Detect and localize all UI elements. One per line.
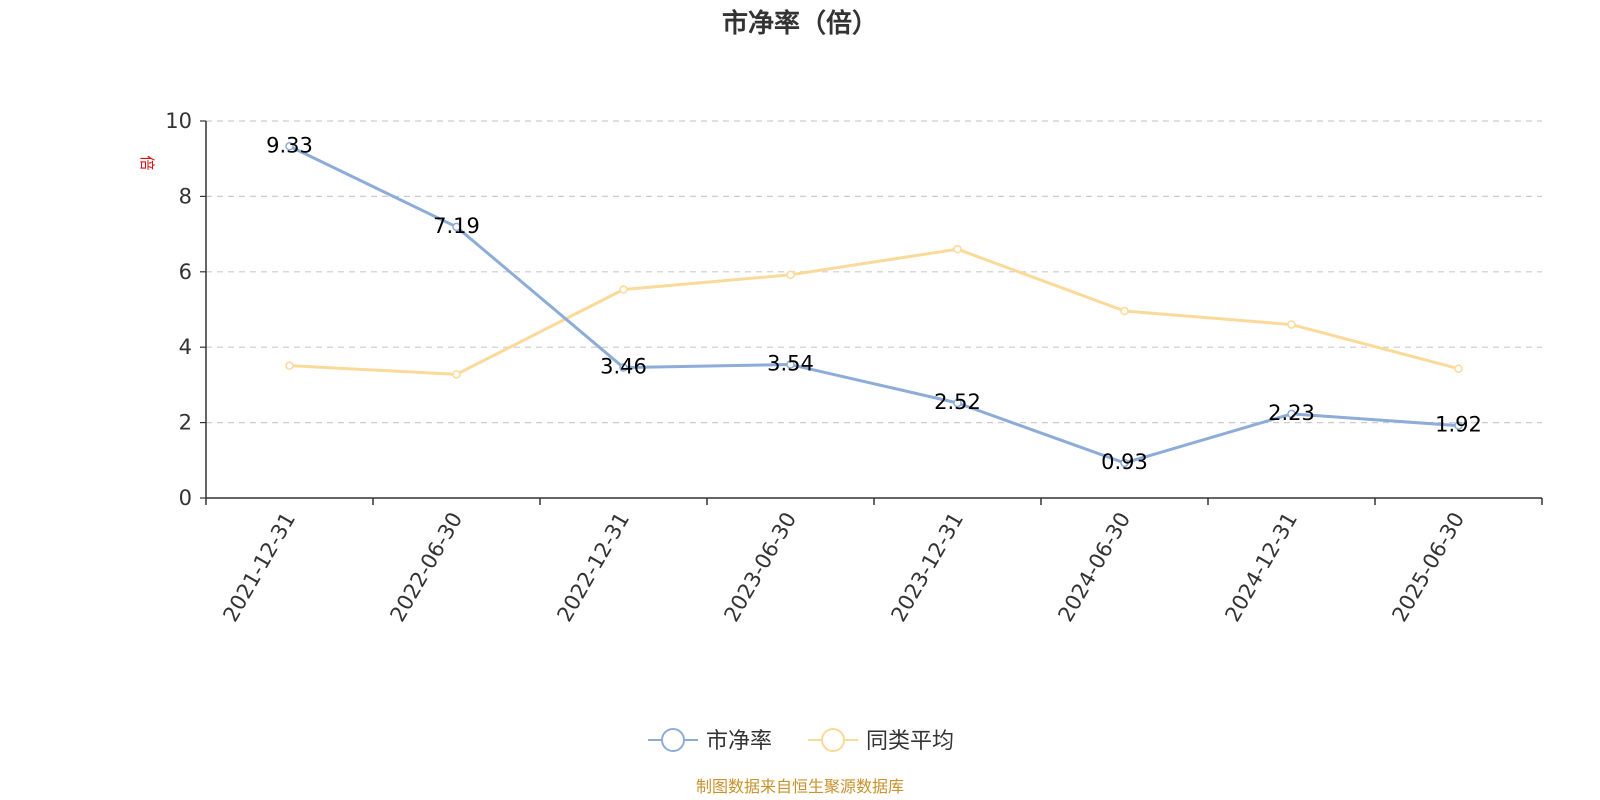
data-labels: 9.33 7.19 3.46 3.54 2.52 0.93 2.23 1.92 [266, 133, 1482, 474]
data-label: 3.46 [600, 355, 647, 379]
data-source-note: 制图数据来自恒生聚源数据库 [696, 777, 904, 796]
data-point [619, 363, 628, 372]
y-tick-label: 2 [179, 411, 192, 435]
data-point [953, 244, 962, 254]
data-point [1120, 458, 1129, 468]
x-tick-label: 2024-06-30 [1053, 508, 1135, 626]
data-point [786, 360, 795, 369]
x-tick-label: 2025-06-30 [1387, 508, 1469, 626]
x-tick-label: 2024-12-31 [1220, 508, 1302, 626]
y-tick-label: 6 [179, 260, 192, 284]
data-label: 0.93 [1101, 450, 1148, 474]
data-label: 2.23 [1268, 401, 1315, 425]
series-line-0 [288, 144, 1459, 465]
x-tick-label: 2022-06-30 [385, 508, 467, 626]
data-point [285, 361, 294, 370]
y-tick-label: 10 [165, 109, 192, 133]
x-tick-label: 2022-12-31 [552, 508, 634, 626]
series-lines [285, 142, 1463, 468]
y-axis-unit-label: 倍 [138, 155, 156, 170]
x-tick-label: 2023-12-31 [886, 508, 968, 626]
legend-label: 市净率 [706, 729, 772, 754]
data-point [619, 285, 628, 294]
legend-item-0[interactable]: 市净率 [648, 728, 772, 754]
y-tick-label: 8 [179, 184, 192, 208]
chart-title: 市净率（倍） [722, 8, 878, 39]
legend-marker-icon [661, 728, 685, 752]
data-point [285, 142, 294, 151]
data-point [1287, 320, 1296, 329]
data-point [1454, 364, 1463, 373]
legend-marker-icon [821, 728, 845, 752]
x-tick-label: 2021-12-31 [218, 508, 300, 626]
x-tick-label: 2023-06-30 [719, 508, 801, 626]
y-tick-label: 0 [179, 486, 192, 510]
legend-item-1[interactable]: 同类平均 [808, 728, 954, 754]
data-label: 3.54 [767, 352, 814, 376]
data-point [452, 222, 461, 232]
data-label: 7.19 [433, 214, 480, 238]
legend-label: 同类平均 [866, 729, 954, 754]
data-label: 1.92 [1435, 413, 1482, 437]
data-point [1454, 421, 1463, 430]
data-point [1120, 306, 1129, 316]
data-label: 2.52 [934, 390, 981, 414]
data-point [953, 398, 962, 408]
legend[interactable]: 市净率 同类平均 [648, 728, 954, 754]
y-tick-label: 4 [179, 335, 192, 359]
data-point [452, 370, 461, 379]
data-point [786, 270, 795, 280]
data-point [1287, 409, 1296, 419]
series-line-1 [289, 247, 1459, 376]
data-label: 9.33 [266, 133, 313, 157]
grid-lines [206, 120, 1542, 424]
